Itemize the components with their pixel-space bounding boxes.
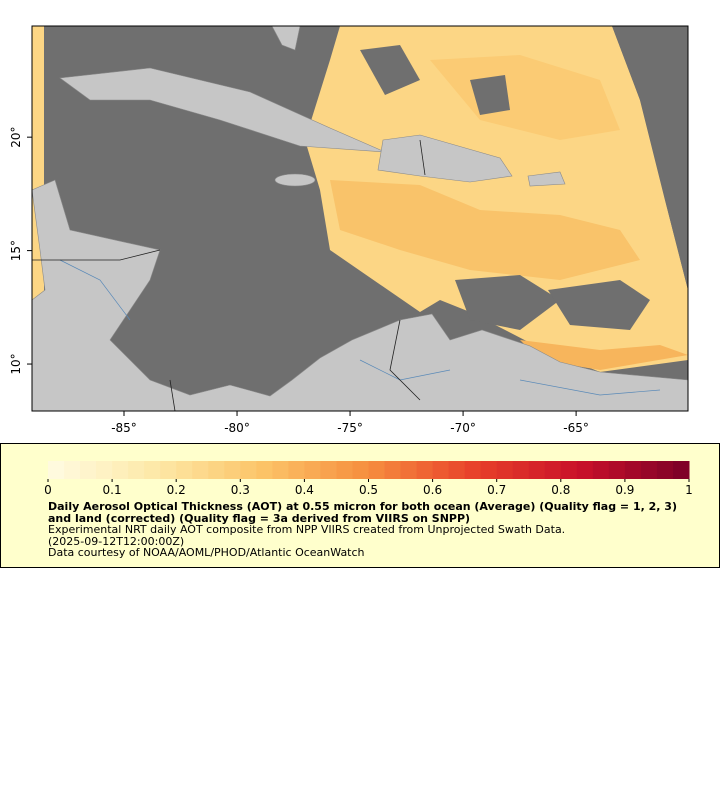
colorbar-cell	[320, 461, 337, 479]
caption-title: Daily Aerosol Optical Thickness (AOT) at…	[48, 500, 677, 525]
colorbar-cell	[576, 461, 594, 479]
colorbar-cell	[512, 461, 530, 479]
colorbar-cell	[544, 461, 562, 479]
colorbar-cell	[112, 461, 129, 479]
caption: Daily Aerosol Optical Thickness (AOT) at…	[48, 501, 688, 559]
x-tick-label: -65°	[563, 421, 589, 435]
colorbar-tick-label: 0.9	[615, 483, 634, 497]
colorbar-tick-label: 0.1	[103, 483, 122, 497]
colorbar-tick-label: 0.6	[423, 483, 442, 497]
colorbar-cell	[80, 461, 97, 479]
colorbar-cell	[224, 461, 241, 479]
colorbar-tick-label: 0.5	[359, 483, 378, 497]
colorbar-cell	[416, 461, 434, 479]
caption-line: (2025-09-12T12:00:00Z)	[48, 534, 185, 548]
land	[31, 25, 689, 412]
map: -85° -80° -75° -70° -65° 10° 15° 20°	[9, 25, 689, 435]
borders	[32, 139, 426, 412]
y-tick-label: 15°	[9, 240, 23, 261]
legend: 0 0.1 0.2 0.3 0.4 0.5 0.6 0.7 0.8 0.9 1 Daily Aero…	[0, 443, 720, 568]
colorbar-cell	[400, 461, 418, 479]
colorbar-cell	[176, 461, 193, 479]
colorbar-cell	[528, 461, 546, 479]
y-tick-label: 10°	[9, 353, 23, 374]
colorbar-cell	[160, 461, 177, 479]
colorbar-cell	[656, 461, 674, 479]
caption-line: Experimental NRT daily AOT composite fro…	[48, 523, 566, 536]
colorbar-cell	[64, 461, 81, 479]
colorbar-cell	[336, 461, 353, 479]
colorbar-cell	[640, 461, 658, 479]
x-tick-label: -70°	[450, 421, 476, 435]
colorbar-tick-label: 1	[685, 483, 693, 497]
colorbar-cell	[496, 461, 514, 479]
caption-line: Data courtesy of NOAA/AOML/PHOD/Atlantic…	[48, 546, 365, 559]
colorbar-cell	[672, 461, 690, 479]
colorbar-tick-label: 0.3	[231, 483, 250, 497]
colorbar-cell	[272, 461, 289, 479]
x-tick-label: -80°	[224, 421, 250, 435]
colorbar-cell	[624, 461, 642, 479]
colorbar-cell	[592, 461, 610, 479]
colorbar-tick-label: 0	[44, 483, 52, 497]
colorbar: 0 0.1 0.2 0.3 0.4 0.5 0.6 0.7 0.8 0.9 1	[44, 461, 693, 497]
colorbar-cell	[208, 461, 225, 479]
y-tick-label: 20°	[9, 127, 23, 148]
colorbar-cell	[288, 461, 305, 479]
colorbar-cell	[448, 461, 466, 479]
colorbar-cell	[432, 461, 450, 479]
colorbar-cell	[128, 461, 145, 479]
colorbar-cell	[144, 461, 161, 479]
x-tick-label: -75°	[337, 421, 363, 435]
colorbar-tick-label: 0.8	[551, 483, 570, 497]
colorbar-cell	[352, 461, 369, 479]
colorbar-cell	[304, 461, 321, 479]
map-frame	[31, 25, 689, 412]
colorbar-cell	[96, 461, 113, 479]
colorbar-cell	[240, 461, 257, 479]
x-tick-label: -85°	[111, 421, 137, 435]
colorbar-cell	[480, 461, 498, 479]
colorbar-cell	[384, 461, 402, 479]
colorbar-tick-label: 0.2	[167, 483, 186, 497]
colorbar-cell	[368, 461, 386, 479]
colorbar-cell	[560, 461, 578, 479]
colorbar-cell	[48, 461, 65, 479]
colorbar-cell	[256, 461, 273, 479]
colorbar-tick-label: 0.4	[295, 483, 314, 497]
colorbar-cell	[608, 461, 626, 479]
colorbar-tick-label: 0.7	[487, 483, 506, 497]
colorbar-cell	[464, 461, 482, 479]
colorbar-cell	[192, 461, 209, 479]
